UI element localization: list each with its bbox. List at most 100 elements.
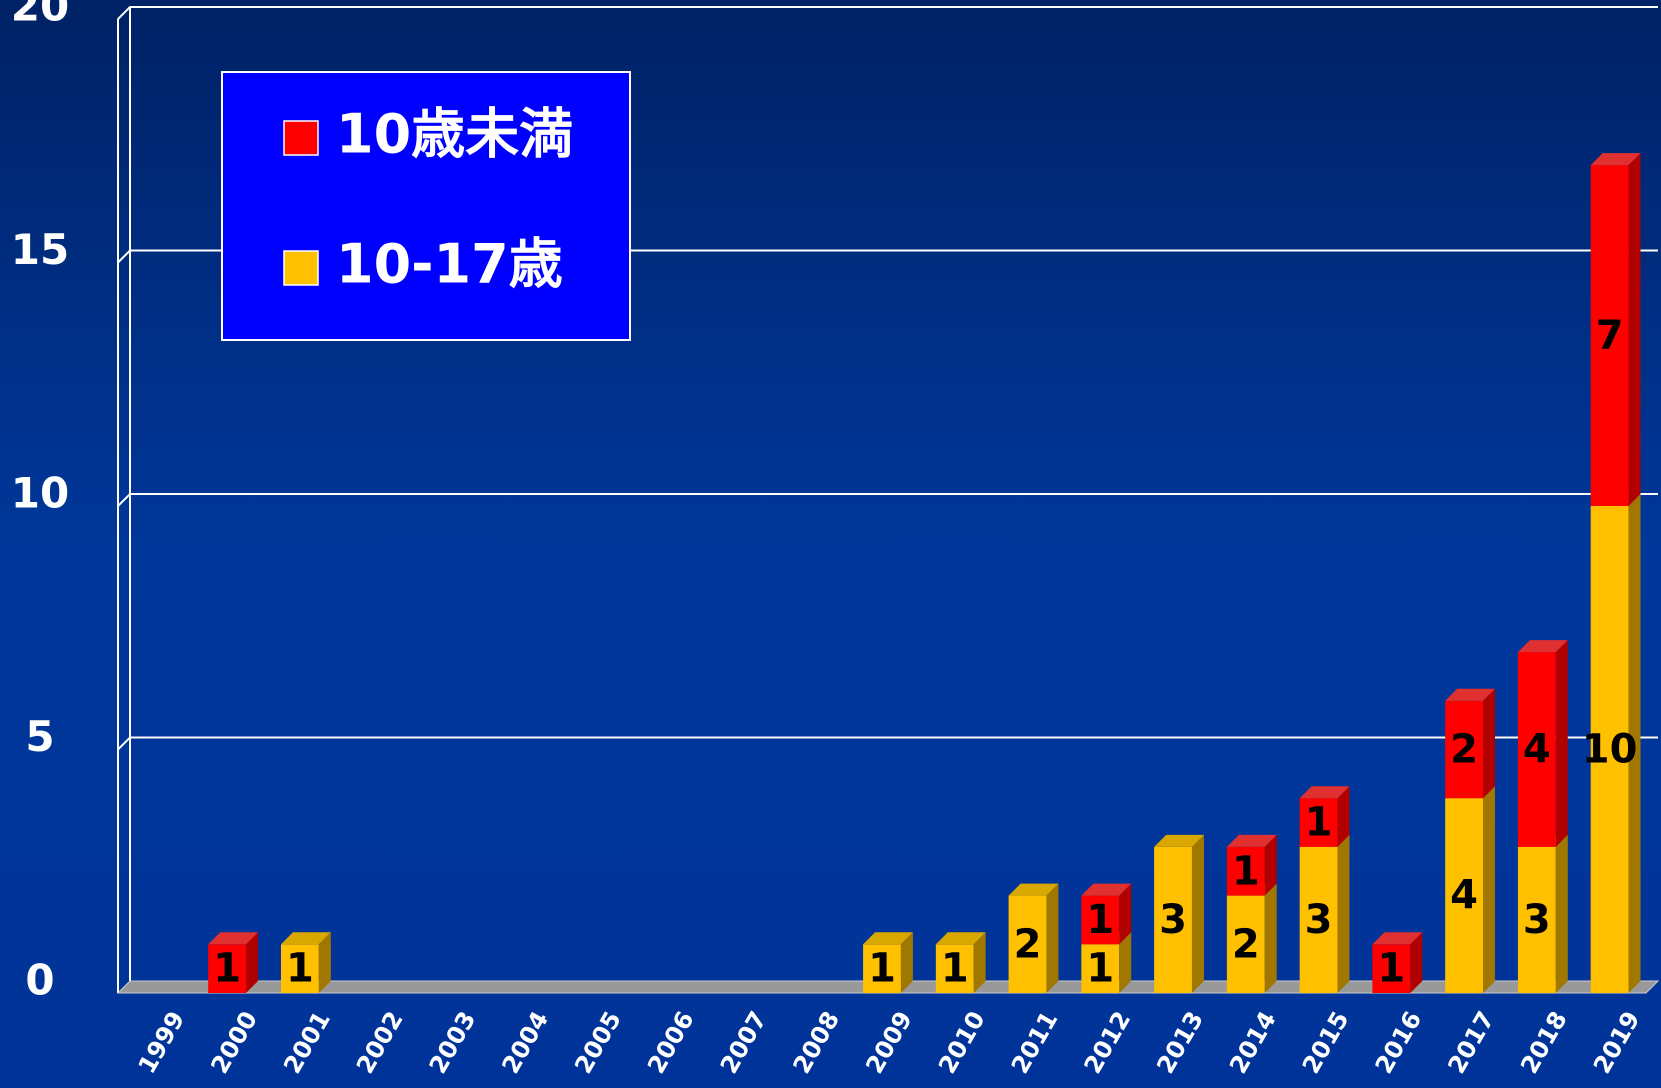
bar-top <box>1081 883 1132 896</box>
legend-swatch <box>283 250 319 286</box>
bar-front <box>1590 506 1629 993</box>
data-label: 2 <box>1232 921 1260 967</box>
data-label: 1 <box>1305 800 1333 846</box>
bar-top <box>1445 688 1496 701</box>
legend-label: 10歳未満 <box>336 103 573 166</box>
data-label: 10 <box>1582 727 1638 773</box>
bar-top <box>1590 153 1641 166</box>
bar-front <box>1154 846 1192 993</box>
data-label: 4 <box>1450 873 1478 919</box>
y-tick-label: 0 <box>25 956 54 1005</box>
bar-side <box>246 932 259 993</box>
data-label: 7 <box>1596 313 1624 359</box>
bar-side <box>1555 834 1568 993</box>
grid-line <box>117 6 1658 20</box>
bar-top <box>208 932 259 945</box>
bar-front <box>1226 895 1265 993</box>
bar <box>1154 834 1204 993</box>
data-label: 1 <box>868 946 896 992</box>
bar-side <box>1119 883 1132 945</box>
bar <box>1008 883 1059 993</box>
data-label: 1 <box>1086 897 1114 943</box>
bar <box>1226 834 1277 896</box>
y-tick-label: 10 <box>11 469 69 518</box>
bar-top <box>280 932 331 945</box>
bar-front <box>863 944 901 993</box>
bar <box>1590 494 1641 993</box>
data-label: 1 <box>1232 848 1260 894</box>
bar-side <box>1337 834 1350 993</box>
bar-front <box>1299 846 1338 993</box>
bar-side <box>1628 494 1641 993</box>
grid-line <box>117 736 1658 751</box>
bar-side <box>900 932 913 993</box>
bar-top <box>1372 932 1423 945</box>
bar <box>1517 640 1568 847</box>
bar-top <box>1517 640 1568 653</box>
bar-front <box>1517 652 1556 847</box>
bar-top <box>935 932 986 945</box>
bar-front <box>1445 798 1484 993</box>
y-tick-label: 20 <box>11 0 69 31</box>
bar-front <box>1372 944 1411 993</box>
bar-top <box>1226 834 1277 847</box>
bar-front <box>1226 846 1265 896</box>
bar-front <box>1008 895 1047 993</box>
bar <box>1299 786 1350 847</box>
bar-side <box>1119 932 1132 993</box>
bar-side <box>1483 688 1496 799</box>
bar-front <box>1517 846 1556 993</box>
bar-side <box>1555 640 1568 847</box>
grid-line <box>117 493 1658 507</box>
bar-front <box>935 944 974 993</box>
data-label: 1 <box>1086 946 1114 992</box>
bar <box>1445 688 1496 799</box>
bar-side <box>1410 932 1423 993</box>
data-label: 4 <box>1523 727 1551 773</box>
bar-top <box>863 932 913 945</box>
bar <box>1590 153 1641 506</box>
data-label: 1 <box>286 946 314 992</box>
bar-front <box>1590 165 1629 506</box>
legend-swatch <box>283 120 319 156</box>
legend-box <box>221 71 631 341</box>
data-label: 3 <box>1305 897 1333 943</box>
data-label: 1 <box>941 946 969 992</box>
bar-front <box>1081 895 1120 945</box>
y-tick-label: 15 <box>11 225 69 274</box>
bar-side <box>1191 834 1204 993</box>
bar-side <box>973 932 986 993</box>
bar <box>280 932 331 993</box>
bar-top <box>1299 786 1350 799</box>
legend-label: 10-17歳 <box>336 233 563 296</box>
bar <box>935 932 986 993</box>
bar-top <box>1008 883 1059 896</box>
bar-side <box>318 932 331 993</box>
bar-side <box>1483 786 1496 993</box>
bar-front <box>1445 700 1484 799</box>
data-label: 1 <box>1377 946 1405 992</box>
bar-side <box>1628 153 1641 506</box>
bar-side <box>1046 883 1059 993</box>
data-label: 2 <box>1014 921 1042 967</box>
bar-side <box>1337 786 1350 847</box>
y-tick-label: 5 <box>25 712 54 761</box>
bar <box>208 932 259 993</box>
bar <box>1372 932 1423 993</box>
data-label: 1 <box>213 946 241 992</box>
bar-front <box>208 944 247 993</box>
bar-side <box>1264 883 1277 993</box>
bar-top <box>1154 834 1204 847</box>
data-label: 3 <box>1523 897 1551 943</box>
bar-front <box>280 944 319 993</box>
data-label: 3 <box>1159 897 1187 943</box>
bar-front <box>1299 798 1338 847</box>
bar-side <box>1264 834 1277 896</box>
grid-line <box>117 249 1658 264</box>
bar-front <box>1081 944 1120 993</box>
data-label: 2 <box>1450 727 1478 773</box>
bar <box>1081 883 1132 945</box>
bar <box>863 932 913 993</box>
bar <box>1445 786 1496 993</box>
